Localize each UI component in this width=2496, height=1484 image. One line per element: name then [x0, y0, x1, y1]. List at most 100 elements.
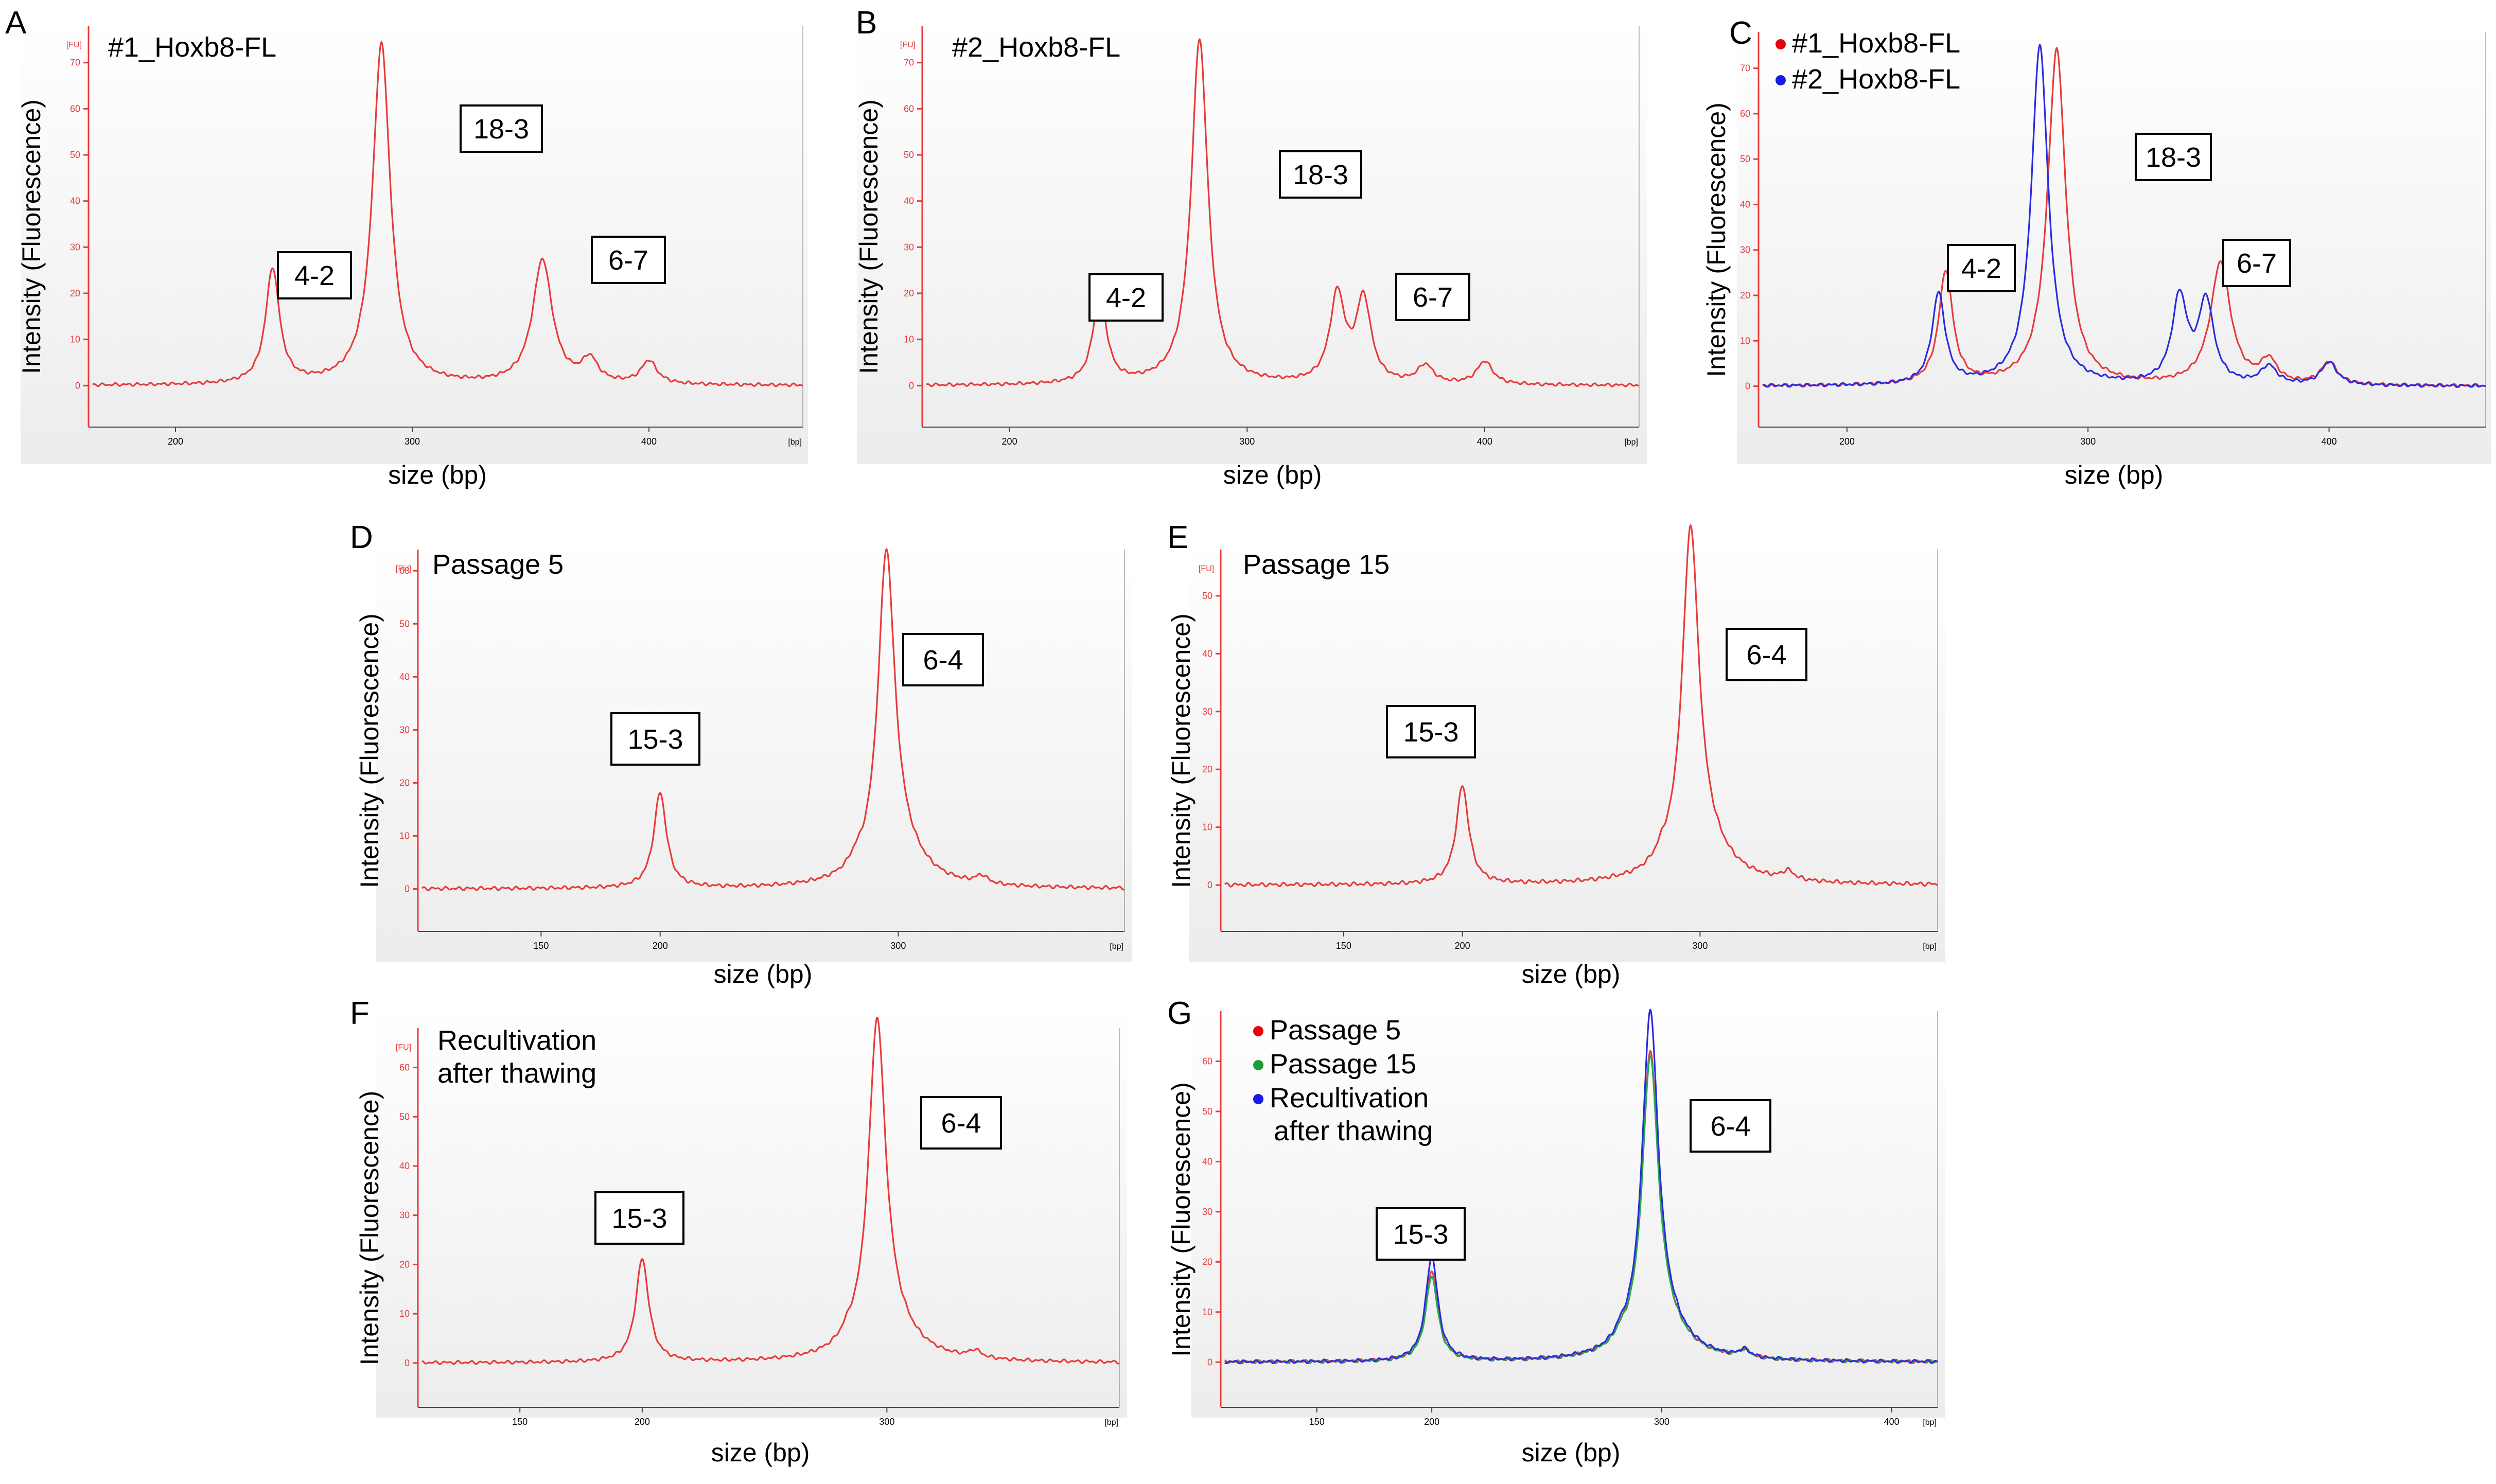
series-trace	[1224, 524, 1938, 888]
peak-label: 6-4	[1746, 640, 1786, 670]
y-tick-label: 20	[399, 778, 410, 788]
y-unit-label: [FU]	[396, 564, 411, 573]
y-axis-title: Intensity (Fluorescence)	[355, 613, 384, 888]
panel-letter: A	[5, 5, 27, 41]
x-tick-label: 300	[1239, 436, 1255, 447]
peak-label-box	[1386, 705, 1476, 758]
x-tick-label: 200	[1002, 436, 1017, 447]
peak-label: 6-4	[923, 645, 963, 676]
x-tick-label: 150	[1309, 1417, 1325, 1427]
peak-label-box	[277, 251, 352, 299]
y-tick-label: 50	[70, 150, 80, 160]
panel-title: Recultivation after thawing	[437, 1025, 596, 1089]
x-tick-label: 150	[512, 1417, 528, 1427]
x-tick-label: 150	[1336, 941, 1351, 951]
x-tick-label: 150	[533, 941, 549, 951]
x-tick-label: 300	[1654, 1417, 1669, 1427]
peak-label-box	[902, 633, 984, 686]
peak-label-box	[591, 236, 666, 284]
peak-label-box	[2222, 239, 2291, 287]
y-tick-label: 40	[1740, 199, 1750, 209]
y-tick-label: 70	[904, 58, 914, 68]
peak-label: 6-4	[1710, 1111, 1750, 1142]
x-axis-title: size (bp)	[714, 960, 813, 988]
y-tick-label: 50	[1740, 154, 1750, 164]
x-axis-title: size (bp)	[1522, 960, 1621, 988]
y-tick-label: 0	[75, 380, 80, 391]
panel-letter: C	[1729, 15, 1752, 51]
peak-label: 15-3	[1393, 1219, 1448, 1250]
peak-label-box	[1279, 150, 1362, 199]
y-tick-label: 20	[904, 288, 914, 298]
y-tick-label: 40	[70, 196, 80, 206]
y-axis-title: Intensity (Fluorescence)	[1167, 613, 1196, 888]
x-axis-title: size (bp)	[1522, 1438, 1621, 1467]
panel-letter: B	[856, 5, 877, 41]
peak-label-box	[1395, 273, 1470, 321]
y-tick-label: 30	[399, 725, 410, 735]
peak-label: 4-2	[294, 260, 335, 291]
x-unit-label: [bp]	[788, 438, 802, 447]
x-unit-label: [bp]	[1923, 942, 1937, 951]
x-unit-label: [bp]	[1624, 438, 1638, 447]
y-tick-label: 0	[1207, 880, 1212, 890]
y-tick-label: 10	[399, 1309, 410, 1319]
plot-background	[1737, 32, 2491, 464]
legend-label: #1_Hoxb8-FL	[1792, 28, 1960, 59]
panel-d: 0 10 20 30 40 50 60 150 200 300 [FU] [bp] size (bp) I…	[350, 520, 1132, 988]
y-tick-label: 50	[399, 1111, 410, 1122]
y-tick-label: 30	[1740, 245, 1750, 255]
plot-background	[1191, 1006, 1945, 1418]
y-unit-label: [FU]	[1199, 564, 1214, 573]
x-tick-label: 400	[1477, 436, 1492, 447]
panel-letter: D	[350, 520, 373, 555]
legend-marker	[1253, 1094, 1263, 1104]
y-tick-label: 10	[1202, 822, 1212, 833]
y-tick-label: 30	[1202, 706, 1212, 717]
y-tick-label: 0	[405, 1358, 410, 1368]
plot-background	[376, 1006, 1127, 1418]
x-axis-title: size (bp)	[1223, 461, 1322, 489]
x-tick-label: 400	[1884, 1417, 1900, 1427]
plot-background	[857, 25, 1647, 464]
legend-label-line: Recultivation	[1270, 1083, 1429, 1114]
x-unit-label: [bp]	[1104, 1418, 1118, 1427]
y-tick-label: 60	[399, 1063, 410, 1073]
x-tick-label: 300	[1692, 941, 1708, 951]
x-unit-label: [bp]	[1110, 942, 1123, 951]
legend-label: Recultivation after thawing	[1270, 1083, 1433, 1146]
y-tick-label: 10	[399, 831, 410, 841]
y-unit-label: [FU]	[396, 1043, 411, 1052]
peak-label: 6-4	[941, 1108, 981, 1139]
peak-label: 15-3	[1403, 717, 1458, 748]
y-tick-label: 50	[1202, 1106, 1212, 1117]
x-axis-title: size (bp)	[388, 461, 487, 489]
y-tick-label: 70	[1740, 63, 1750, 74]
y-tick-label: 30	[399, 1210, 410, 1221]
series-trace	[92, 41, 803, 387]
x-tick-label: 400	[641, 436, 657, 447]
peak-label: 6-7	[608, 245, 648, 276]
y-tick-label: 40	[1202, 1156, 1212, 1167]
x-tick-label: 300	[890, 941, 906, 951]
x-tick-label: 200	[1424, 1417, 1439, 1427]
peak-label: 15-3	[611, 1203, 667, 1234]
peak-label-box	[1690, 1099, 1771, 1153]
y-tick-label: 60	[399, 566, 410, 576]
y-tick-label: 30	[1202, 1207, 1212, 1217]
y-tick-label: 60	[904, 103, 914, 114]
peak-label-box	[1947, 244, 2016, 292]
peak-label-box	[2135, 133, 2212, 181]
y-tick-label: 20	[1740, 290, 1750, 301]
panel-g: 0 10 20 30 40 50 60 150 200 300 400 [bp] size (bp) In…	[1167, 996, 1945, 1467]
series-trace	[1763, 44, 2486, 388]
x-tick-label: 300	[405, 436, 420, 447]
legend-label-line: after thawing	[1274, 1116, 1433, 1146]
x-tick-label: 200	[635, 1417, 650, 1427]
panel-title: #2_Hoxb8-FL	[952, 32, 1120, 63]
peak-label: 18-3	[473, 114, 529, 145]
panel-letter: F	[350, 996, 370, 1031]
series-trace	[421, 1016, 1120, 1365]
y-tick-label: 10	[1740, 335, 1750, 346]
x-unit-label: [bp]	[1923, 1418, 1937, 1427]
